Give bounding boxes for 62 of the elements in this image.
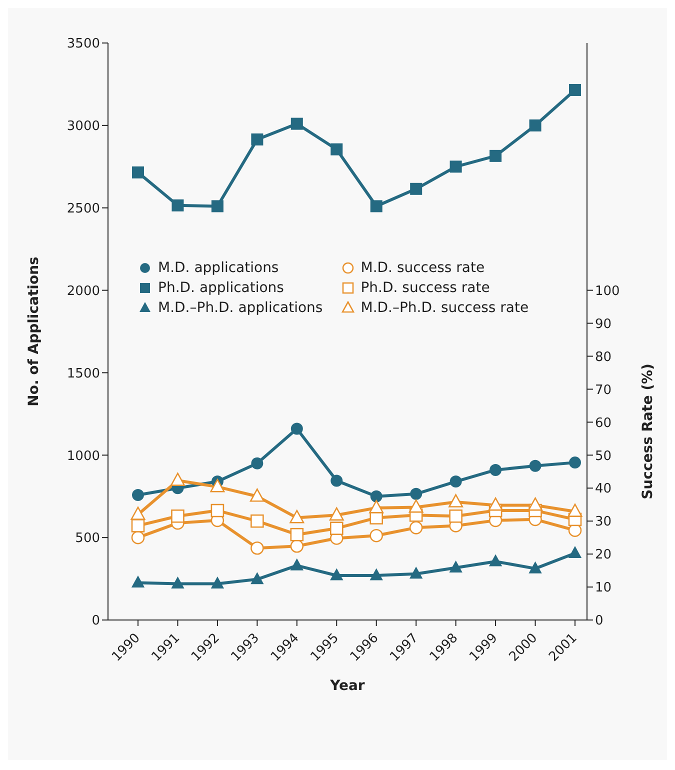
y-tick-label: 0	[92, 614, 100, 629]
point	[449, 560, 462, 573]
point	[251, 133, 264, 146]
y-tick-label: 2500	[66, 201, 100, 216]
y-tick-label: 500	[75, 531, 100, 546]
point	[211, 200, 224, 212]
y-tick-label: 3000	[66, 119, 100, 134]
legend-label: M.D.–Ph.D. applications	[158, 299, 323, 318]
point	[488, 554, 502, 566]
point	[529, 119, 542, 132]
y2-tick-label: 100	[595, 284, 620, 299]
point	[290, 422, 303, 435]
point	[370, 568, 383, 580]
legend-label: Ph.D. applications	[158, 279, 284, 298]
y-axis-title: No. of Applications	[26, 256, 42, 406]
point	[251, 457, 264, 470]
point	[172, 199, 184, 212]
point	[330, 143, 343, 156]
point	[450, 476, 462, 488]
y2-tick-label: 20	[595, 548, 612, 563]
point	[410, 182, 422, 195]
point	[490, 464, 502, 476]
point	[210, 576, 224, 589]
point	[370, 200, 382, 212]
y-tick-label: 1500	[66, 366, 100, 382]
y2-tick-label: 10	[595, 580, 612, 596]
point	[330, 568, 344, 580]
point	[132, 489, 144, 502]
legend-label: M.D. success rate	[360, 259, 485, 278]
y2-tick-label: 60	[595, 416, 612, 431]
legend-label: Ph.D. success rate	[360, 279, 490, 298]
legend-label: M.D. applications	[158, 259, 279, 278]
y2-tick-label: 40	[595, 482, 612, 497]
point	[290, 558, 304, 570]
point	[529, 460, 542, 472]
point	[370, 490, 382, 502]
y2-tick-label: 80	[595, 350, 612, 365]
point	[171, 576, 184, 589]
y-tick-label: 3500	[66, 36, 100, 52]
point	[450, 160, 462, 173]
y2-tick-label: 30	[595, 514, 612, 530]
y2-tick-label: 90	[595, 316, 612, 332]
legend-label: M.D.–Ph.D. success rate	[360, 299, 529, 318]
point	[409, 566, 423, 579]
point	[250, 572, 264, 584]
point	[330, 474, 343, 487]
point	[568, 546, 582, 558]
point	[490, 150, 502, 162]
y2-tick-label: 70	[595, 382, 612, 398]
point	[131, 576, 145, 588]
y-tick-label: 2000	[66, 284, 100, 299]
y-tick-label: 1000	[66, 448, 100, 464]
x-axis-title: Year	[329, 678, 365, 694]
y2-axis-title: Success Rate (%)	[640, 364, 656, 500]
point	[569, 456, 581, 469]
y2-tick-label: 50	[595, 448, 612, 464]
point	[410, 488, 422, 500]
point	[569, 84, 581, 96]
point	[132, 166, 144, 178]
point	[290, 118, 303, 130]
point	[528, 561, 542, 574]
y2-tick-label: 0	[595, 614, 604, 629]
